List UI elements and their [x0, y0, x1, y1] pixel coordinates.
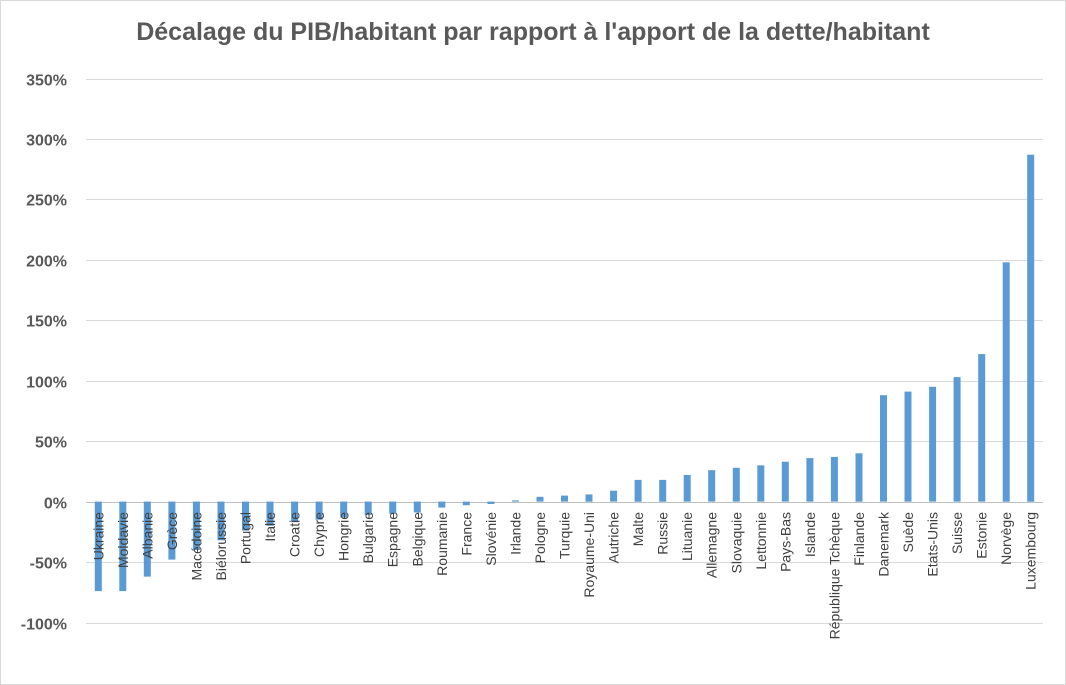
bar: [389, 501, 397, 514]
bar: [806, 458, 814, 502]
x-tick-label: Chypre: [311, 512, 327, 557]
y-tick-label: 150%: [26, 314, 67, 331]
bar: [94, 501, 102, 592]
x-tick-label: Finlande: [851, 512, 867, 566]
x-tick-label: Slovénie: [483, 512, 499, 566]
x-tick-label: Croatie: [287, 512, 303, 557]
bar: [462, 501, 470, 506]
x-tick-label: Norvège: [998, 512, 1014, 565]
bar: [143, 501, 151, 577]
bar: [1027, 154, 1035, 502]
x-tick-label: Suisse: [949, 512, 965, 554]
bar: [438, 501, 446, 508]
bar: [1002, 262, 1010, 502]
x-tick-label: Luxembourg: [1023, 512, 1039, 590]
bar: [217, 501, 225, 541]
bar: [119, 501, 127, 592]
bar: [487, 501, 495, 504]
bar: [291, 501, 299, 523]
x-tick-label: Moldavie: [115, 512, 131, 568]
bar: [610, 490, 618, 502]
bar: [192, 501, 200, 550]
bars: [94, 154, 1035, 592]
x-tick-label: Espagne: [385, 512, 401, 567]
bar: [511, 500, 519, 502]
x-tick-label: Islande: [802, 512, 818, 557]
x-tick-label: Lituanie: [679, 512, 695, 561]
y-tick-label: 0%: [44, 496, 67, 513]
bar: [855, 453, 863, 502]
x-tick-label: Autriche: [606, 512, 622, 564]
x-tick-label: Grèce: [164, 512, 180, 550]
bar: [732, 467, 740, 502]
bar: [659, 479, 667, 502]
bar: [536, 496, 544, 502]
y-tick-label: 100%: [26, 375, 67, 392]
bar: [315, 501, 323, 520]
x-tick-label: Macédoine: [188, 512, 204, 581]
bar: [168, 501, 176, 560]
x-tick-label: Portugal: [238, 512, 254, 564]
x-tick-label: Royaume-Uni: [581, 512, 597, 598]
bar: [781, 461, 789, 502]
x-tick-label: Turquie: [557, 512, 573, 559]
axis-labels: -100% -50% 0% 50% 100% 150% 200% 250% 300% 350% Uk…: [21, 73, 1039, 640]
bar: [757, 465, 765, 502]
y-tick-label: -50%: [30, 556, 67, 573]
x-tick-label: Russie: [655, 512, 671, 555]
x-tick-label: Slovaquie: [728, 512, 744, 574]
x-tick-label: France: [458, 512, 474, 556]
y-tick-label: 250%: [26, 193, 67, 210]
bar: [953, 377, 961, 502]
bar: [266, 501, 274, 526]
chart-title: Décalage du PIB/habitant par rapport à l…: [136, 18, 930, 46]
x-tick-label: Danemark: [876, 511, 892, 577]
bar: [413, 501, 421, 513]
bar: [242, 501, 249, 531]
bar: [978, 354, 986, 502]
x-tick-label: Allemagne: [704, 512, 720, 578]
bar: [634, 479, 642, 502]
x-tick-label: Albanie: [139, 512, 155, 559]
x-tick-label: Suède: [900, 512, 916, 553]
x-tick-label: Italie: [262, 512, 278, 542]
x-tick-label: Pays-Bas: [777, 512, 793, 572]
y-tick-label: 350%: [26, 73, 67, 90]
bar: [708, 470, 716, 502]
x-tick-label: Biélorussie: [213, 512, 229, 581]
bar: [929, 386, 937, 502]
bar: [364, 501, 372, 515]
x-tick-label: Estonie: [974, 512, 990, 559]
x-tick-label: Bulgarie: [360, 512, 376, 564]
x-tick-label: Etats-Unis: [925, 512, 941, 577]
y-tick-label: 200%: [26, 254, 67, 271]
bar: [880, 395, 887, 502]
x-tick-label: République Tchèque: [826, 512, 842, 640]
x-tick-label: Roumanie: [434, 512, 450, 576]
x-tick-label: Irlande: [507, 512, 523, 555]
bar: [830, 456, 838, 502]
bar: [904, 391, 912, 502]
y-tick-label: -100%: [21, 617, 67, 634]
bar: [585, 494, 593, 502]
bar: [340, 501, 348, 518]
y-tick-label: 50%: [35, 435, 67, 452]
x-tick-label: Lettonnie: [753, 512, 769, 570]
bar: [561, 495, 568, 502]
x-tick-label: Belgique: [409, 512, 425, 567]
x-tick-label: Malte: [630, 512, 646, 546]
x-tick-label: Ukraine: [90, 512, 106, 560]
bar: [683, 475, 691, 502]
x-tick-label: Pologne: [532, 512, 548, 564]
x-tick-label: Hongrie: [336, 512, 352, 561]
y-tick-label: 300%: [26, 133, 67, 150]
